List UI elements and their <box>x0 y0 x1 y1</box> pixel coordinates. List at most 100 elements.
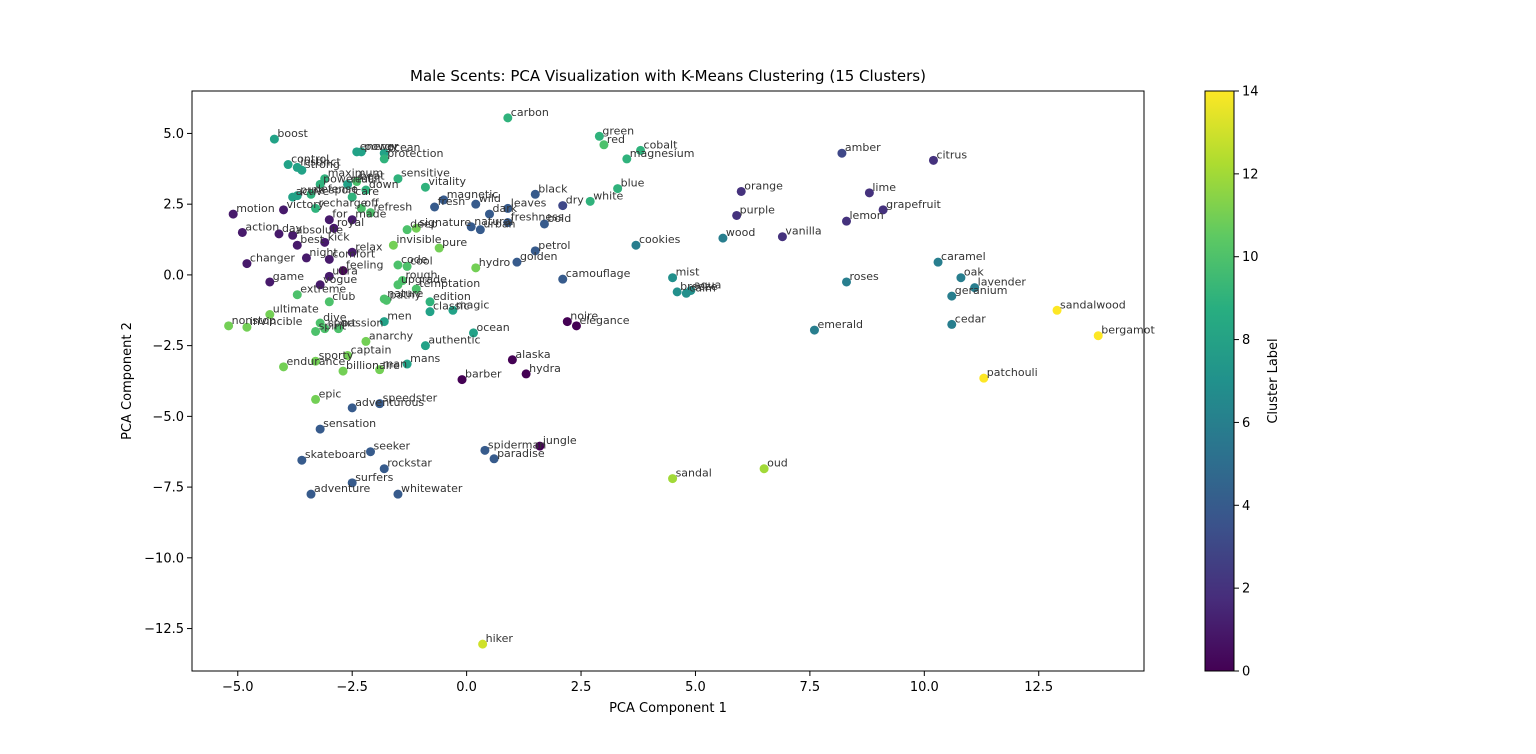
x-tick-label: 2.5 <box>571 680 592 695</box>
point-label: emerald <box>817 318 863 331</box>
point-label: instinct <box>300 155 341 168</box>
scatter-point <box>622 154 632 164</box>
point-label: spiderman <box>488 438 546 451</box>
scatter-point <box>393 260 403 270</box>
point-label: cedar <box>955 312 987 325</box>
scatter-point <box>375 399 385 409</box>
scatter-point <box>283 160 293 170</box>
point-label: purple <box>740 203 776 216</box>
scatter-point <box>425 307 435 317</box>
scatter-point <box>343 351 353 361</box>
scatter-point <box>558 274 568 284</box>
point-label: green <box>602 124 634 137</box>
point-label: pure sport <box>300 184 357 197</box>
point-label: royal <box>337 216 364 229</box>
scatter-point <box>468 328 478 338</box>
scatter-point <box>420 182 430 192</box>
scatter-point <box>430 202 440 212</box>
point-label: ultra <box>332 264 358 277</box>
colorbar-tick-label: 8 <box>1242 333 1250 348</box>
scatter-point <box>343 179 353 189</box>
x-tick-label: 7.5 <box>800 680 821 695</box>
point-label: comfort <box>332 247 376 260</box>
scatter-point <box>809 325 819 335</box>
scatter-point <box>681 288 691 298</box>
point-label: authentic <box>428 334 480 347</box>
scatter-point <box>393 280 403 290</box>
point-label: sandal <box>676 467 712 480</box>
point-label: deep <box>410 218 438 231</box>
scatter-point <box>356 147 366 157</box>
point-label: hiker <box>486 632 514 645</box>
scatter-point <box>311 326 321 336</box>
point-label: sporty <box>319 349 354 362</box>
scatter-point <box>292 191 302 201</box>
scatter-point <box>347 192 357 202</box>
scatter-point <box>736 186 746 196</box>
scatter-point <box>347 478 357 488</box>
scatter-point <box>718 233 728 243</box>
point-label: cool <box>410 254 433 267</box>
point-label: hydra <box>529 362 561 375</box>
point-label: alaska <box>515 348 550 361</box>
point-label: extreme <box>300 283 346 296</box>
scatter-point <box>315 179 325 189</box>
scatter-point <box>402 359 412 369</box>
point-label: active <box>296 185 330 198</box>
scatter-point <box>361 185 371 195</box>
scatter-point <box>301 253 311 263</box>
point-label: care <box>355 185 379 198</box>
point-label: maximum <box>328 167 383 180</box>
scatter-point <box>393 174 403 184</box>
scatter-point <box>539 219 549 229</box>
point-label: victory <box>287 198 325 211</box>
scatter-point <box>324 254 334 264</box>
point-label: ocean <box>387 141 420 154</box>
point-label: changer <box>250 252 295 265</box>
scatter-point <box>928 155 938 165</box>
scatter-point <box>842 216 851 226</box>
point-label: rockstar <box>387 457 432 470</box>
point-label: temptation <box>419 277 480 290</box>
colorbar-tick-label: 4 <box>1242 499 1250 514</box>
scatter-point <box>878 205 888 215</box>
point-label: noire <box>570 310 598 323</box>
point-label: defense <box>314 182 358 195</box>
scatter-point <box>478 639 488 649</box>
scatter-point <box>292 290 302 300</box>
scatter-point <box>388 240 398 250</box>
colorbar-tick-label: 10 <box>1242 250 1259 265</box>
colorbar-gradient <box>1204 90 1235 672</box>
scatter-point <box>1052 305 1062 315</box>
scatter-point <box>228 209 238 219</box>
scatter-point <box>732 210 742 220</box>
point-label: wild <box>479 192 501 205</box>
y-tick-label: −2.5 <box>152 339 184 354</box>
point-label: code <box>401 253 428 266</box>
scatter-point <box>503 113 513 123</box>
scatter-point <box>457 375 467 385</box>
scatter-point <box>480 445 490 455</box>
x-tick-label: −5.0 <box>222 680 254 695</box>
scatter-point <box>338 366 348 376</box>
scatter-point <box>842 277 851 287</box>
point-label: urban <box>483 218 515 231</box>
scatter-point <box>439 195 449 205</box>
scatter-point <box>333 324 343 334</box>
point-label: white <box>593 189 623 202</box>
scatter-point <box>352 177 362 187</box>
point-label: passion <box>341 317 383 330</box>
point-label: oud <box>767 457 788 470</box>
point-label: leaves <box>511 196 547 209</box>
point-label: day <box>282 222 303 235</box>
point-label: recharge <box>319 196 368 209</box>
point-label: skateboard <box>305 448 367 461</box>
scatter-point <box>315 424 325 434</box>
scatter-point <box>411 284 421 294</box>
y-tick-label: 0.0 <box>163 268 184 283</box>
scatter-point <box>471 263 481 273</box>
point-label: carbon <box>511 106 549 119</box>
y-tick-label: −12.5 <box>144 622 184 637</box>
point-label: upgrade <box>401 273 447 286</box>
scatter-point <box>759 464 769 474</box>
